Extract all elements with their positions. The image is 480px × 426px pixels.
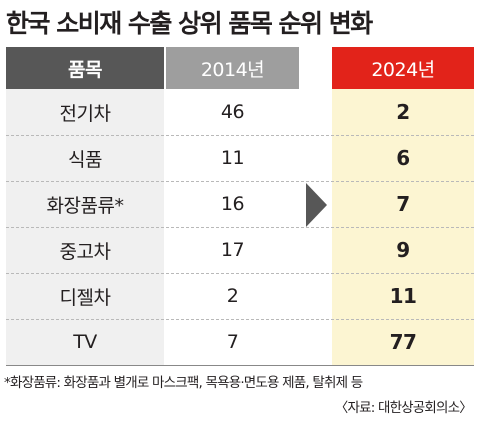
cell-rank-2024: 9 [396,238,410,262]
header-2014: 2014년 [166,47,299,89]
table-row: TV 7 77 [6,319,474,365]
chart-title: 한국 소비재 수출 상위 품목 순위 변화 [6,9,373,38]
cell-rank-2014: 7 [226,331,239,353]
row-divider [6,227,474,228]
cell-rank-2014: 17 [220,239,245,261]
source-note: 〈자료: 대한상공회의소〉 [334,400,473,416]
table-row: 전기차 46 2 [6,89,474,135]
table-row: 식품 11 6 [6,135,474,181]
cell-item: TV [6,319,164,365]
row-divider [6,181,474,182]
table-row: 화장품류* 16 7 [6,181,474,227]
cell-item: 디젤차 [6,273,164,319]
row-divider [6,135,474,136]
cell-item: 화장품류* [6,181,164,227]
footnote: *화장품류: 화장품과 별개로 마스크팩, 목욕용·면도용 제품, 탈취제 등 [4,375,363,391]
cell-rank-2024: 2 [396,100,410,124]
header-item: 품목 [6,47,164,89]
cell-rank-2014: 16 [220,193,245,215]
right-triangle-icon [306,183,327,227]
table-bottom-rule [6,365,474,366]
header-2024: 2024년 [332,47,474,89]
table-row: 중고차 17 9 [6,227,474,273]
cell-rank-2014: 11 [220,147,245,169]
cell-rank-2024: 11 [389,284,417,308]
cell-rank-2024: 77 [389,330,417,354]
row-divider [6,319,474,320]
cell-rank-2014: 2 [226,285,239,307]
cell-rank-2024: 6 [396,146,410,170]
cell-item: 전기차 [6,89,164,135]
cell-rank-2024: 7 [396,192,410,216]
table-row: 디젤차 2 11 [6,273,474,319]
cell-item: 식품 [6,135,164,181]
cell-rank-2014: 46 [220,101,245,123]
cell-item: 중고차 [6,227,164,273]
row-divider [6,273,474,274]
